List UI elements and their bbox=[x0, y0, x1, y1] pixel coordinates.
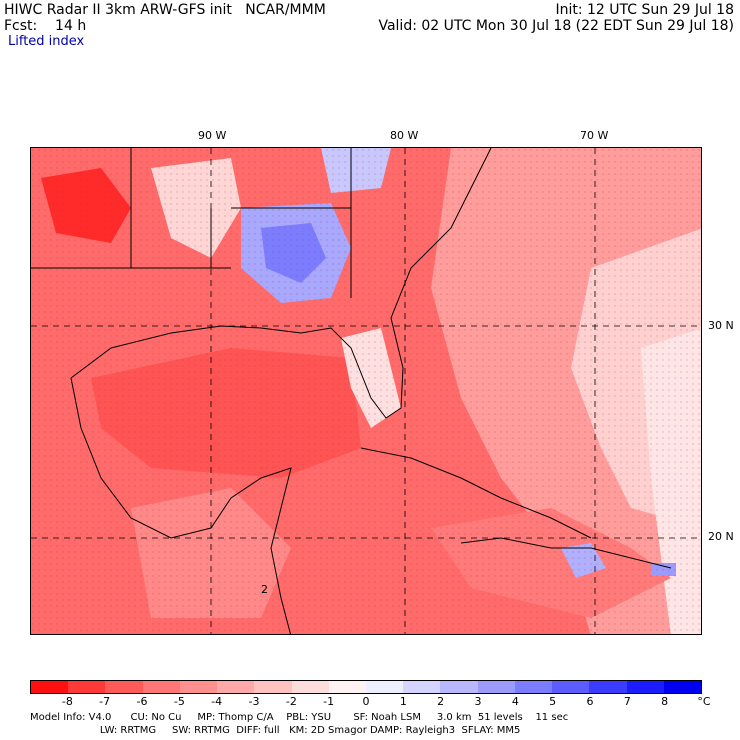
color-scale-tick: 7 bbox=[623, 695, 631, 708]
field-name: Lifted index bbox=[8, 34, 85, 49]
color-swatch bbox=[31, 681, 69, 693]
color-scale-tick: 5 bbox=[549, 695, 557, 708]
model-title: HIWC Radar II 3km ARW-GFS init NCAR/MMM bbox=[4, 2, 326, 18]
color-scale-tick: -4 bbox=[211, 695, 223, 708]
color-swatch bbox=[142, 681, 180, 693]
init-time: Init: 12 UTC Sun 29 Jul 18 bbox=[555, 2, 734, 18]
model-info-line1: Model Info: V4.0 CU: No Cu MP: Thomp C/A… bbox=[30, 712, 569, 723]
color-scale-tick: -1 bbox=[323, 695, 335, 708]
color-scale-tick: 0 bbox=[362, 695, 370, 708]
color-scale-tick: 3 bbox=[474, 695, 482, 708]
valid-time: Valid: 02 UTC Mon 30 Jul 18 (22 EDT Sun … bbox=[378, 18, 734, 34]
color-scale-tick: -6 bbox=[136, 695, 148, 708]
forecast-hour: Fcst: 14 h bbox=[4, 18, 87, 34]
color-swatch bbox=[291, 681, 329, 693]
color-scale-tick: 2 bbox=[437, 695, 445, 708]
color-scale-unit: °C bbox=[697, 695, 711, 708]
color-scale-tick: 6 bbox=[586, 695, 594, 708]
color-scale-tick: 8 bbox=[661, 695, 669, 708]
color-swatch bbox=[440, 681, 478, 693]
color-swatch bbox=[217, 681, 255, 693]
lifted-index-map: 2 bbox=[30, 147, 702, 635]
lon-label-90w: 90 W bbox=[198, 129, 227, 142]
lon-label-70w: 70 W bbox=[580, 129, 609, 142]
color-scale-tick: -5 bbox=[173, 695, 185, 708]
lat-label-30n: 30 N bbox=[708, 319, 734, 332]
color-swatch bbox=[626, 681, 664, 693]
color-swatch bbox=[589, 681, 627, 693]
contour-annotation: 2 bbox=[261, 583, 268, 596]
color-scale-tick: 1 bbox=[399, 695, 407, 708]
lat-label-20n: 20 N bbox=[708, 530, 734, 543]
color-swatch bbox=[179, 681, 218, 693]
color-scale-tick: -7 bbox=[99, 695, 111, 708]
color-swatch bbox=[68, 681, 106, 693]
color-swatch bbox=[552, 681, 590, 693]
graticule bbox=[31, 148, 701, 634]
color-swatch bbox=[663, 681, 701, 693]
color-scale-bar bbox=[30, 680, 702, 694]
color-swatch bbox=[254, 681, 292, 693]
color-swatch bbox=[477, 681, 515, 693]
color-swatch bbox=[365, 681, 404, 693]
color-swatch bbox=[328, 681, 366, 693]
contour-texture bbox=[31, 148, 701, 634]
color-scale-tick: -2 bbox=[285, 695, 297, 708]
color-swatch bbox=[403, 681, 441, 693]
color-swatch bbox=[105, 681, 143, 693]
color-swatch bbox=[514, 681, 553, 693]
lon-label-80w: 80 W bbox=[390, 129, 419, 142]
model-info-line2: LW: RRTMG SW: RRTMG DIFF: full KM: 2D Sm… bbox=[30, 725, 521, 736]
coastlines bbox=[31, 148, 672, 634]
color-scale-tick: -3 bbox=[248, 695, 260, 708]
map-canvas: 2 bbox=[31, 148, 701, 634]
color-scale-tick: 4 bbox=[511, 695, 519, 708]
color-scale-tick: -8 bbox=[61, 695, 73, 708]
